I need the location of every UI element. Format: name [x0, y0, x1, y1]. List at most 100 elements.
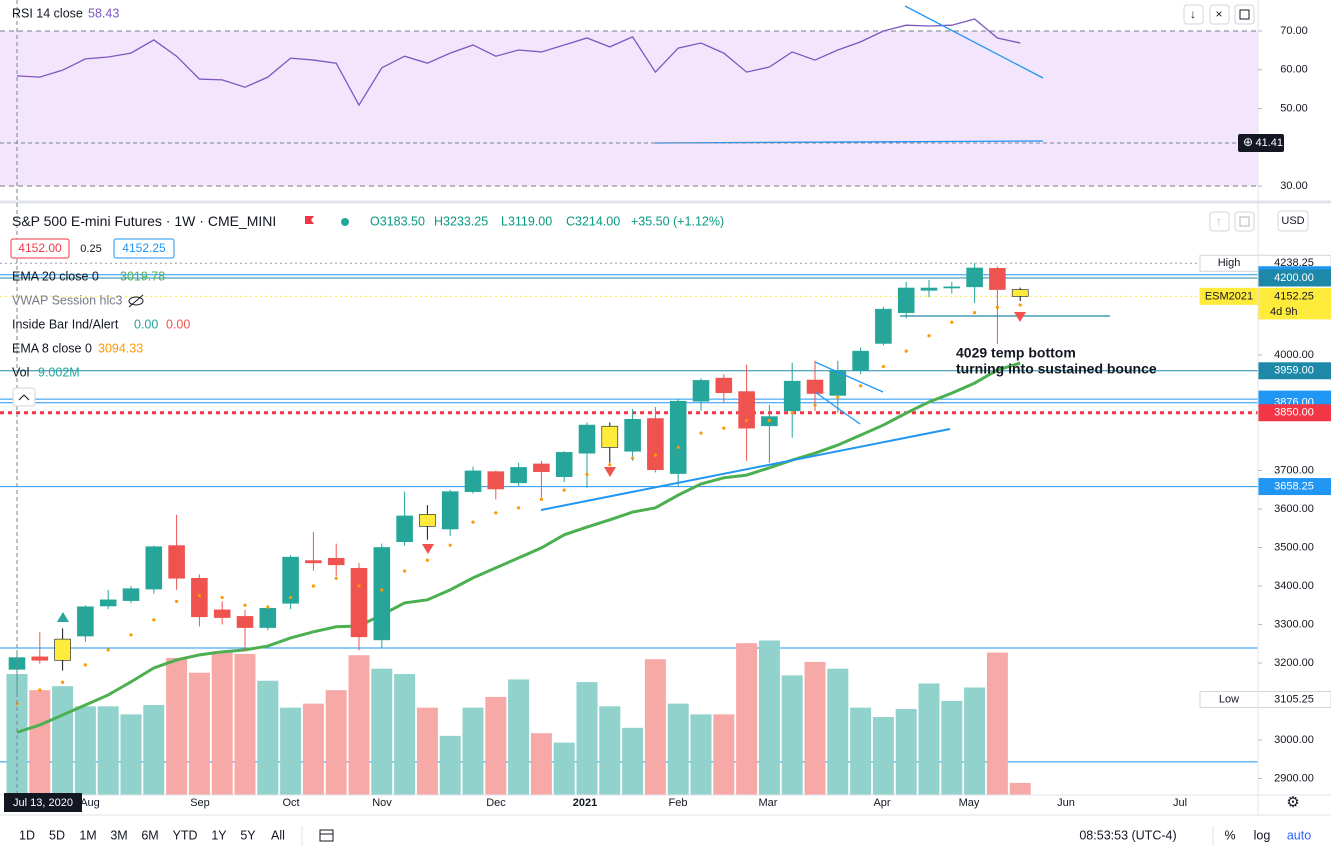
tag-note: 4d 9h: [1270, 306, 1298, 318]
range-button[interactable]: YTD: [173, 828, 198, 842]
candle-body: [875, 308, 892, 344]
collapse-legend[interactable]: [12, 387, 36, 407]
pane-buttons[interactable]: ↓ × ↑: [1183, 4, 1255, 232]
volume-bar: [280, 707, 302, 795]
trend-line: [540, 428, 951, 511]
price-tag-label: 3959.00: [1274, 365, 1314, 377]
icon: ↓: [1190, 7, 1196, 21]
icon: [1239, 9, 1250, 20]
range-button[interactable]: 5Y: [240, 828, 256, 842]
ohlc-value: H3233.25: [434, 214, 488, 228]
y-tick-label: 2900.00: [1274, 772, 1314, 784]
flag-icon[interactable]: [305, 216, 314, 224]
rsi-band: [0, 31, 1258, 187]
candle-body: [168, 545, 185, 579]
volume-bar: [325, 690, 347, 795]
volume-bar: [462, 707, 484, 795]
candle-body: [852, 350, 869, 371]
ema8-legend: EMA 8 close 0: [12, 341, 92, 355]
icon: ↑: [1216, 214, 1222, 228]
range-button[interactable]: 5D: [49, 828, 65, 842]
rsi-value: 58.43: [88, 6, 119, 20]
ema8-dot: [722, 426, 726, 430]
candle-body: [236, 616, 254, 628]
range-button[interactable]: 1D: [19, 828, 35, 842]
volume-bar: [211, 651, 233, 795]
scale-option[interactable]: auto: [1287, 828, 1311, 842]
candle-body: [122, 588, 140, 601]
buy-box[interactable]: [113, 238, 175, 259]
ema8-dot: [881, 364, 886, 369]
candle-body: [692, 380, 710, 402]
ema8-dot: [289, 595, 293, 600]
range-button[interactable]: 6M: [141, 828, 158, 842]
move-down-button[interactable]: [1183, 4, 1204, 25]
volume-bar: [964, 687, 986, 795]
move-up-button[interactable]: [1209, 211, 1230, 232]
candle-body: [806, 379, 824, 394]
volume-bar: [166, 657, 188, 795]
volume-bar: [941, 700, 963, 795]
settings-icon[interactable]: ⚙: [1286, 794, 1299, 811]
volume-bar: [6, 674, 28, 795]
scale-option[interactable]: %: [1224, 828, 1235, 842]
ema8-dot: [243, 603, 247, 607]
price-tag-label: 3658.25: [1274, 480, 1314, 492]
range-button[interactable]: 1M: [79, 828, 96, 842]
volume-bar: [895, 708, 917, 795]
ema8-dot: [357, 584, 361, 588]
ema8-dot: [403, 569, 407, 573]
y-tick-label: 3700.00: [1274, 464, 1314, 476]
candle-body: [715, 377, 733, 394]
ema8-dot: [83, 663, 87, 667]
ema8-dot: [676, 445, 680, 449]
time-axis: Jul 13, 2020 Aug Sep Oct Nov Dec 2021 Feb Mar Apr…: [4, 793, 1187, 812]
ema8-dot: [813, 403, 817, 407]
ema8-dot: [266, 605, 270, 609]
sell-box[interactable]: [10, 238, 70, 259]
price-tag-label: 4200.00: [1274, 272, 1314, 284]
toolbar: 1D 5D 1M 3M 6M YTD 1Y 5Y All% log auto: [19, 828, 1311, 842]
maximize-button[interactable]: [1234, 211, 1255, 232]
maximize-button[interactable]: [1234, 4, 1255, 25]
inside-bar-alert-down: [422, 544, 434, 554]
y-tick-label: 3000.00: [1274, 734, 1314, 746]
volume-bar: [143, 704, 165, 795]
ema8-dot: [425, 558, 429, 562]
candle-body: [669, 400, 687, 474]
tag-note-box: [1258, 304, 1331, 320]
icon: [18, 394, 30, 401]
ema8-dot: [995, 305, 1000, 309]
volume-value: 9.002M: [38, 365, 80, 379]
range-button[interactable]: 1Y: [211, 828, 227, 842]
close-button[interactable]: [1209, 4, 1230, 25]
symbol: S&P 500 E-mini Futures: [12, 213, 162, 229]
ema8-dot: [106, 648, 110, 652]
hidden-icon[interactable]: [128, 294, 144, 308]
insidebar-legend: Inside Bar Ind/Alert: [12, 317, 119, 331]
ema20-value: 3019.78: [120, 269, 165, 283]
range-button[interactable]: 3M: [110, 828, 127, 842]
ema8-dot: [175, 599, 179, 603]
candle-body: [647, 418, 664, 471]
x-tick-label: Jul: [1173, 797, 1187, 809]
tag-name: ESM2021: [1205, 290, 1253, 302]
volume-bar: [872, 717, 894, 795]
range-button[interactable]: All: [271, 828, 285, 842]
candle-body: [897, 287, 915, 313]
scale-option[interactable]: log: [1254, 828, 1271, 842]
candle-body: [8, 657, 26, 670]
x-tick-label: Sep: [190, 797, 210, 809]
compare-icon[interactable]: [319, 829, 334, 842]
currency: USD: [1281, 215, 1304, 227]
price-pane: 2900.00 3000.00 3200.00 3300.00 3400.00 3500.…: [0, 254, 1331, 795]
candle-body: [555, 452, 573, 477]
x-tick-label: Oct: [282, 797, 299, 809]
insidebar-value: 0.00: [134, 317, 158, 331]
ohlc-value: +35.50 (+1.12%): [631, 214, 724, 228]
volume-bar: [188, 672, 210, 795]
volume-bar: [644, 659, 666, 795]
spread: 0.25: [80, 243, 101, 255]
currency-box[interactable]: [1277, 210, 1309, 232]
ema8-dot: [311, 584, 315, 588]
